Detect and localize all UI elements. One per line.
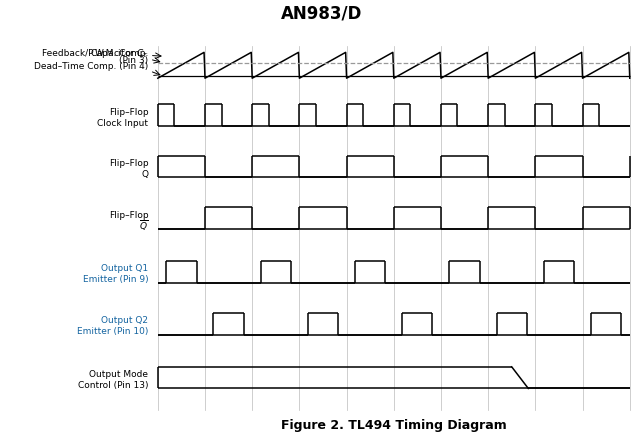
Text: Capacitor $C_T$: Capacitor $C_T$	[90, 47, 148, 60]
Text: Emitter (Pin 10): Emitter (Pin 10)	[77, 327, 148, 336]
Text: Feedback/P.W.M. Comp.: Feedback/P.W.M. Comp.	[42, 49, 148, 58]
Text: Control (Pin 13): Control (Pin 13)	[78, 381, 148, 390]
Text: Output Mode: Output Mode	[89, 370, 148, 379]
Text: Emitter (Pin 9): Emitter (Pin 9)	[83, 275, 148, 284]
Text: (Pin 3): (Pin 3)	[119, 55, 148, 65]
Text: $\overline{Q}$: $\overline{Q}$	[139, 218, 148, 233]
Text: Output Q2: Output Q2	[101, 316, 148, 325]
Title: AN983/D: AN983/D	[281, 4, 363, 22]
Text: Figure 2. TL494 Timing Diagram: Figure 2. TL494 Timing Diagram	[281, 418, 506, 432]
Text: Flip–Flop: Flip–Flop	[109, 210, 148, 220]
Text: Dead–Time Comp. (Pin 4): Dead–Time Comp. (Pin 4)	[34, 62, 148, 71]
Text: Flip–Flop: Flip–Flop	[109, 108, 148, 117]
Text: Clock Input: Clock Input	[97, 119, 148, 128]
Text: Flip–Flop: Flip–Flop	[109, 159, 148, 168]
Text: Output Q1: Output Q1	[101, 264, 148, 273]
Text: Q: Q	[142, 169, 148, 179]
